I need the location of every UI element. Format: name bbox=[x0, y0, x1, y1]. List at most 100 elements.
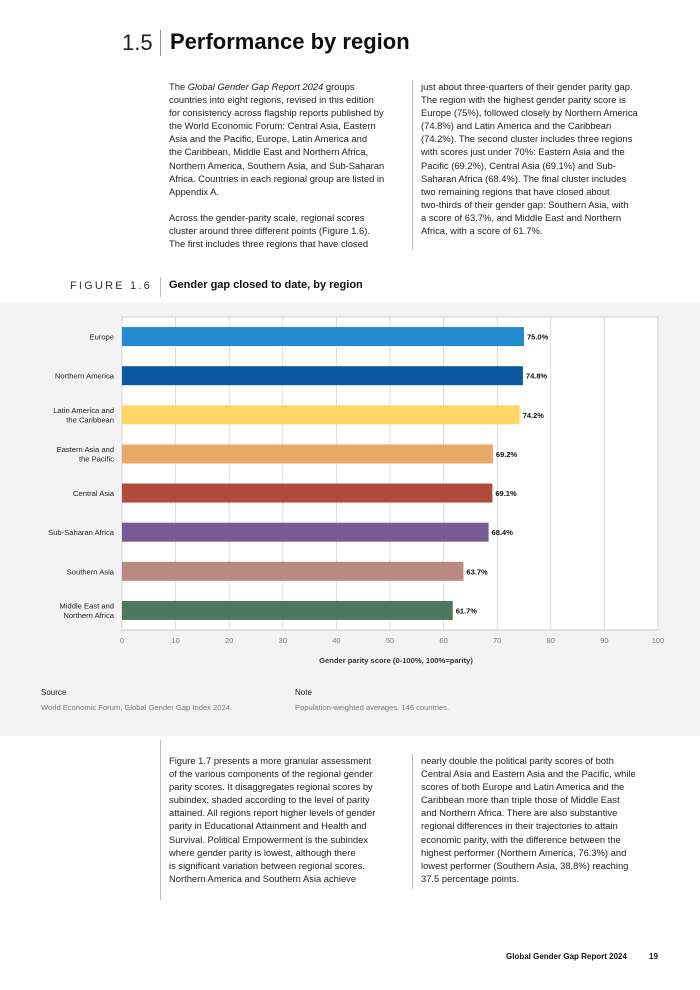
text-line: The first includes three regions that ha… bbox=[169, 238, 369, 250]
value-label: 75.0% bbox=[527, 333, 549, 342]
text-line: (74.8%) and Latin America and the Caribb… bbox=[421, 120, 612, 132]
text-line: Europe (75%), followed closely by Northe… bbox=[421, 107, 638, 119]
x-tick-label: 40 bbox=[332, 636, 340, 645]
category-label: Europe bbox=[90, 333, 115, 342]
text-line: the Caribbean, Middle East and Northern … bbox=[169, 146, 369, 158]
intro-column-2: just about three-quarters of their gende… bbox=[421, 80, 661, 237]
category-label-line: Southern Asia bbox=[67, 567, 115, 576]
text-line: Africa, with a score of 61.7%. bbox=[421, 225, 543, 237]
text-line: scores of both Europe and Latin America … bbox=[421, 781, 625, 793]
intro-paragraph-1: The Global Gender Gap Report 2024 groups… bbox=[169, 80, 405, 198]
footer-report-title: Global Gender Gap Report 2024 bbox=[506, 952, 627, 961]
intro-paragraph-2: Across the gender-parity scale, regional… bbox=[169, 211, 405, 250]
value-label: 74.8% bbox=[526, 372, 548, 381]
text-line: regional differences in their trajectori… bbox=[421, 820, 618, 832]
text-line: Northern America, Southern Asia, and Sub… bbox=[169, 159, 385, 171]
bar bbox=[122, 561, 464, 581]
category-label-line: Northern Africa bbox=[63, 611, 114, 620]
value-label: 68.4% bbox=[492, 528, 514, 537]
x-tick-label: 80 bbox=[547, 636, 555, 645]
note-text: Population-weighted averages. 146 countr… bbox=[295, 703, 450, 712]
chart-panel: 0 10 20 30 40 50 60 70 80 90 100 75.0% Europe 74.8% No… bbox=[0, 303, 700, 736]
category-label-line: Latin America and bbox=[53, 406, 114, 415]
text-line: with scores just under 70%: Eastern Asia… bbox=[421, 146, 625, 158]
category-label: Southern Asia bbox=[67, 567, 115, 576]
text-line: the World Economic Forum: Central Asia, … bbox=[169, 120, 376, 132]
category-label-line: Middle East and bbox=[60, 602, 114, 611]
section-number: 1.5 bbox=[122, 30, 153, 55]
x-tick-label: 20 bbox=[225, 636, 233, 645]
text-line: Northern America and Southern Asia achie… bbox=[169, 872, 357, 884]
figure-label: FIGURE 1.6 bbox=[70, 280, 152, 292]
body-column-2: nearly double the political parity score… bbox=[421, 754, 661, 885]
value-label: 74.2% bbox=[523, 411, 545, 420]
text-line: of the various components of the regiona… bbox=[169, 768, 373, 780]
text-line: where gender parity is lowest, although … bbox=[169, 846, 356, 858]
section-divider bbox=[160, 30, 161, 56]
intro-column-1: The Global Gender Gap Report 2024 groups… bbox=[169, 80, 405, 250]
text-line: for consistency across flagship reports … bbox=[169, 107, 384, 119]
text-line: economic parity, with the difference bet… bbox=[421, 833, 621, 845]
text-line: Across the gender-parity scale, regional… bbox=[169, 211, 365, 223]
x-tick-label: 0 bbox=[120, 636, 124, 645]
category-label-line: the Caribbean bbox=[66, 416, 114, 425]
value-label: 69.1% bbox=[495, 489, 517, 498]
bar bbox=[122, 444, 493, 464]
figure-rule bbox=[160, 277, 161, 297]
category-label-line: Northern America bbox=[55, 372, 115, 381]
bar bbox=[122, 405, 520, 425]
text-line: groups bbox=[323, 81, 355, 92]
category-label: Sub-Saharan Africa bbox=[48, 528, 115, 537]
bar bbox=[122, 327, 524, 347]
figure-title: Gender gap closed to date, by region bbox=[169, 279, 363, 291]
category-label-line: Central Asia bbox=[73, 489, 115, 498]
page-number: 19 bbox=[649, 952, 658, 961]
category-label-line: the Pacific bbox=[79, 455, 114, 464]
text-line: Africa. Countries in each regional group… bbox=[169, 172, 385, 184]
category-label-line: Sub-Saharan Africa bbox=[48, 528, 115, 537]
text-line: countries into eight regions, revised in… bbox=[169, 94, 374, 106]
column-rule bbox=[412, 80, 413, 250]
body-column-1: Figure 1.7 presents a more granular asse… bbox=[169, 754, 405, 885]
text-line: Central Asia and Eastern Asia and the Pa… bbox=[421, 768, 636, 780]
category-label: Northern America bbox=[55, 372, 115, 381]
x-tick-label: 10 bbox=[171, 636, 179, 645]
category-label: Latin America and the Caribbean bbox=[53, 406, 114, 425]
x-axis-title: Gender parity score (0-100%, 100%=parity… bbox=[319, 656, 473, 665]
text-line: attained. All regions report higher leve… bbox=[169, 807, 376, 819]
column-rule-middle bbox=[412, 754, 413, 889]
text-line: lowest performer (Southern Asia, 38.8%) … bbox=[421, 859, 629, 871]
text-line: two remaining regions that have closed a… bbox=[421, 185, 610, 197]
x-tick-label: 100 bbox=[652, 636, 665, 645]
value-label: 61.7% bbox=[456, 606, 478, 615]
bar bbox=[122, 522, 489, 542]
text-line: Asia and the Pacific, Europe, Latin Amer… bbox=[169, 133, 368, 145]
value-label: 63.7% bbox=[466, 567, 488, 576]
text-line: cluster around three different points (F… bbox=[169, 224, 370, 236]
category-label-line: Europe bbox=[90, 333, 115, 342]
text-line: 37.5 percentage points. bbox=[421, 872, 519, 884]
text-line: nearly double the political parity score… bbox=[421, 755, 614, 766]
text-line: subindex, shaded according to the level … bbox=[169, 794, 370, 806]
source-heading: Source bbox=[41, 688, 67, 697]
text-line: (74.2%). The second cluster includes thr… bbox=[421, 133, 633, 145]
text-line: Caribbean more than triple those of Midd… bbox=[421, 794, 620, 806]
text-line: Pacific (69.2%), Central Asia (69.1%) an… bbox=[421, 159, 616, 171]
text-line: Survival. Political Empowerment is the s… bbox=[169, 833, 369, 845]
x-tick-label: 50 bbox=[386, 636, 394, 645]
text-line: parity scores. It disaggregates regional… bbox=[169, 781, 373, 793]
text-line: Saharan Africa (68.4%). The final cluste… bbox=[421, 172, 627, 184]
report-title-italic: Global Gender Gap Report 2024 bbox=[187, 81, 324, 92]
text-line: two-thirds of their gender gap: Southern… bbox=[421, 198, 629, 210]
section-title: Performance by region bbox=[170, 29, 410, 54]
text-line: parity in Educational Attainment and Hea… bbox=[169, 820, 367, 832]
x-tick-label: 70 bbox=[493, 636, 501, 645]
text-line: Appendix A. bbox=[169, 185, 220, 197]
value-label: 69.2% bbox=[496, 450, 518, 459]
x-tick-label: 90 bbox=[600, 636, 608, 645]
category-label-line: Eastern Asia and bbox=[57, 445, 114, 454]
bar bbox=[122, 483, 493, 503]
x-tick-label: 60 bbox=[439, 636, 447, 645]
text-line: just about three-quarters of their gende… bbox=[421, 81, 633, 92]
text-line: The region with the highest gender parit… bbox=[421, 94, 626, 106]
